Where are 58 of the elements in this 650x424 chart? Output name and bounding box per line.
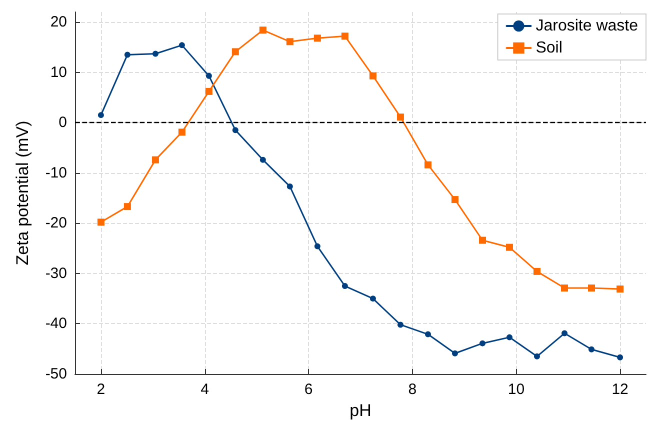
- point: [341, 32, 348, 40]
- point: [424, 331, 431, 338]
- y-tick-label: 10: [50, 64, 67, 81]
- y-tick-label: 0: [58, 114, 67, 132]
- point: [452, 350, 458, 356]
- x-tick-label: 8: [408, 381, 417, 398]
- point: [314, 243, 320, 250]
- point: [533, 268, 540, 275]
- point: [616, 286, 624, 293]
- point: [206, 72, 212, 79]
- point: [342, 283, 348, 290]
- point: [370, 296, 376, 302]
- point: [124, 203, 131, 210]
- point: [260, 156, 266, 163]
- point: [424, 161, 432, 168]
- point: [369, 72, 376, 80]
- point: [479, 340, 486, 346]
- point: [396, 114, 404, 121]
- point: [232, 127, 238, 134]
- point: [588, 284, 595, 292]
- point: [124, 52, 130, 58]
- point: [259, 26, 266, 34]
- point: [561, 284, 568, 292]
- point: [478, 236, 486, 244]
- x-axis-title: pH: [350, 401, 372, 420]
- x-tick-label: 6: [304, 381, 313, 398]
- legend-label: Soil: [536, 40, 562, 56]
- y-axis-title: Zeta potential (mV): [13, 120, 32, 266]
- point: [232, 48, 239, 56]
- point: [152, 156, 159, 164]
- x-tick-label: 10: [508, 381, 525, 398]
- point: [98, 112, 104, 118]
- x-tick-label: 12: [612, 381, 628, 398]
- y-tick-label: -30: [45, 264, 67, 282]
- point: [97, 218, 104, 226]
- point: [205, 88, 212, 95]
- point: [152, 50, 158, 57]
- point: [562, 330, 568, 336]
- point: [397, 322, 404, 328]
- point: [451, 196, 458, 204]
- x-tick-label: 4: [200, 381, 209, 398]
- point: [617, 354, 624, 360]
- point: [506, 334, 512, 340]
- point: [178, 42, 185, 48]
- point: [588, 346, 594, 352]
- y-tick-label: 20: [50, 14, 67, 31]
- point: [506, 244, 513, 251]
- point: [178, 128, 186, 136]
- point: [286, 38, 294, 46]
- y-tick-label: -40: [45, 315, 67, 332]
- point: [534, 353, 540, 360]
- y-tick-label: -10: [45, 164, 67, 182]
- legend-label: Jarosite waste: [536, 18, 638, 34]
- point: [314, 34, 321, 42]
- y-tick-label: -50: [45, 366, 67, 382]
- point: [286, 183, 293, 190]
- y-tick-label: -20: [45, 214, 67, 232]
- x-tick-label: 2: [96, 381, 106, 398]
